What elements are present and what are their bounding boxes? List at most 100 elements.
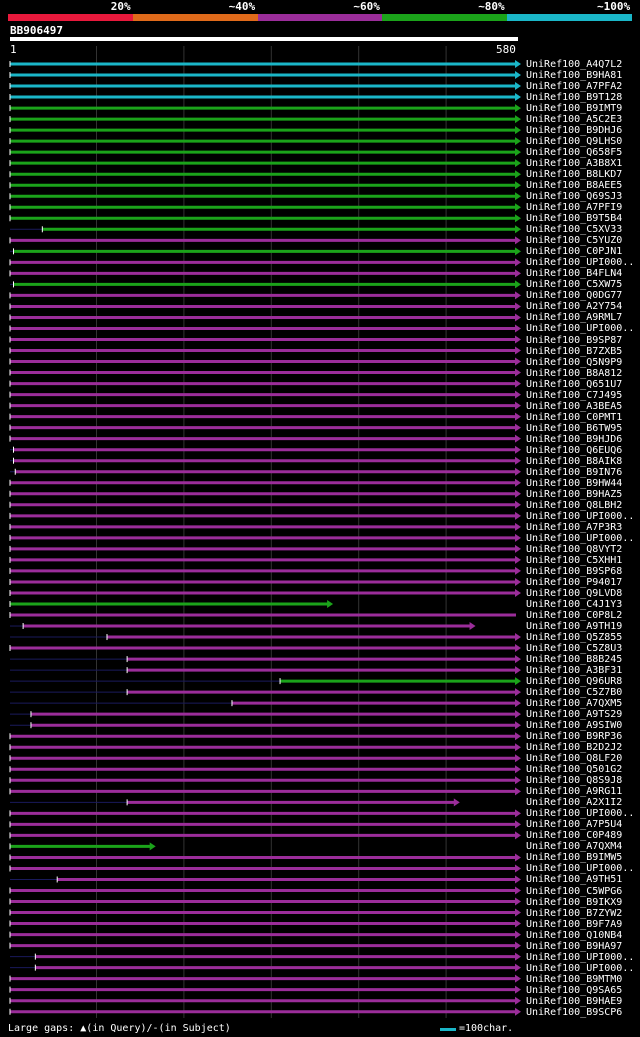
hit-arrow-icon: [515, 787, 521, 796]
hit-label[interactable]: UniRef100_Q8LBH2: [526, 499, 623, 511]
hit-label[interactable]: UniRef100_Q96UR8: [526, 676, 623, 688]
hit-label[interactable]: UniRef100_A9TS29: [526, 709, 623, 721]
hit-label[interactable]: UniRef100_B9HA81: [526, 70, 623, 82]
hit-arrow-icon: [515, 302, 521, 311]
hit-label[interactable]: UniRef100_UPI000..: [526, 323, 635, 335]
hit-label[interactable]: UniRef100_A7QXM5: [526, 698, 623, 710]
hit-label[interactable]: UniRef100_C0P8L2: [526, 610, 623, 621]
hit-arrow-icon: [515, 875, 521, 884]
hit-label[interactable]: UniRef100_A7QXM4: [526, 841, 623, 853]
hit-label[interactable]: UniRef100_A9RML7: [526, 312, 623, 324]
hit-label[interactable]: UniRef100_B4FLN4: [526, 268, 623, 280]
hit-label[interactable]: UniRef100_A3BEA5: [526, 400, 623, 412]
hit-label[interactable]: UniRef100_B9MTM0: [526, 973, 623, 985]
hit-arrow-icon: [515, 853, 521, 862]
hit-label[interactable]: UniRef100_C0P489: [526, 830, 623, 842]
hit-label[interactable]: UniRef100_A9TH51: [526, 874, 623, 886]
hit-label[interactable]: UniRef100_C5YUZ0: [526, 235, 623, 247]
hit-label[interactable]: UniRef100_A2X1I2: [526, 797, 623, 809]
hit-label[interactable]: UniRef100_Q0DG77: [526, 290, 623, 302]
hit-label[interactable]: UniRef100_UPI000..: [526, 863, 635, 875]
hit-label[interactable]: UniRef100_B8AEE5: [526, 180, 623, 192]
hit-label[interactable]: UniRef100_B9HW44: [526, 477, 623, 489]
hit-label[interactable]: UniRef100_UPI000..: [526, 510, 635, 522]
hit-label[interactable]: UniRef100_C5XHH1: [526, 554, 623, 566]
hit-label[interactable]: UniRef100_A9TH19: [526, 621, 623, 633]
hit-label[interactable]: UniRef100_B9HAZ5: [526, 488, 623, 500]
hit-label[interactable]: UniRef100_A9SIW0: [526, 720, 623, 732]
hit-label[interactable]: UniRef100_Q8LF20: [526, 753, 623, 765]
hit-label[interactable]: UniRef100_B9T128: [526, 92, 623, 104]
hit-label[interactable]: UniRef100_A2Y754: [526, 301, 623, 313]
legend-swatch: [382, 14, 508, 21]
hit-label[interactable]: UniRef100_A7PFI9: [526, 202, 623, 214]
hit-arrow-icon: [515, 126, 521, 135]
hit-label[interactable]: UniRef100_C5WPG6: [526, 885, 623, 897]
hit-label[interactable]: UniRef100_A3B8X1: [526, 158, 623, 170]
hit-label[interactable]: UniRef100_B9F7A9: [526, 918, 623, 930]
hit-label[interactable]: UniRef100_C7J495: [526, 389, 623, 401]
hit-label[interactable]: UniRef100_UPI000..: [526, 808, 635, 820]
hit-label[interactable]: UniRef100_B9HA97: [526, 940, 623, 952]
hit-arrow-icon: [515, 963, 521, 972]
hit-label[interactable]: UniRef100_Q9SA65: [526, 984, 623, 996]
hit-label[interactable]: UniRef100_A5C2E3: [526, 114, 623, 126]
hit-label[interactable]: UniRef100_UPI000..: [526, 532, 635, 544]
hit-label[interactable]: UniRef100_B9DHJ6: [526, 125, 623, 137]
hit-label[interactable]: UniRef100_A7P5U4: [526, 819, 623, 831]
hit-label[interactable]: UniRef100_B9SCP6: [526, 1006, 623, 1018]
hit-label[interactable]: UniRef100_Q658F5: [526, 147, 623, 159]
hit-label[interactable]: UniRef100_Q69SJ3: [526, 191, 623, 203]
hit-label[interactable]: UniRef100_C4J1Y3: [526, 598, 623, 610]
hit-label[interactable]: UniRef100_B9SP87: [526, 334, 623, 346]
hit-label[interactable]: UniRef100_C5Z8U3: [526, 643, 623, 655]
hit-label[interactable]: UniRef100_A3BF31: [526, 665, 623, 677]
hit-label[interactable]: UniRef100_P94017: [526, 576, 623, 588]
hit-label[interactable]: UniRef100_Q6EUQ6: [526, 444, 623, 456]
hit-label[interactable]: UniRef100_Q10NB4: [526, 929, 623, 941]
hit-label[interactable]: UniRef100_B9T5B4: [526, 213, 623, 225]
hit-label[interactable]: UniRef100_B8LKD7: [526, 169, 623, 181]
hit-label[interactable]: UniRef100_Q9LVD8: [526, 587, 623, 599]
hit-label[interactable]: UniRef100_B6TW95: [526, 422, 623, 434]
hit-label[interactable]: UniRef100_B7ZYW2: [526, 907, 623, 919]
hit-label[interactable]: UniRef100_C5XW75: [526, 279, 623, 291]
hit-label[interactable]: UniRef100_UPI000..: [526, 257, 635, 269]
hit-label[interactable]: UniRef100_B9SP68: [526, 565, 623, 577]
hit-label[interactable]: UniRef100_C0PMT1: [526, 411, 623, 423]
hit-label[interactable]: UniRef100_B7ZXB5: [526, 345, 623, 357]
hit-label[interactable]: UniRef100_B2D2J2: [526, 742, 623, 754]
hit-label[interactable]: UniRef100_UPI000..: [526, 962, 635, 974]
hit-label[interactable]: UniRef100_B9HAE9: [526, 995, 623, 1007]
hit-arrow-icon: [515, 930, 521, 939]
hit-label[interactable]: UniRef100_B9RP36: [526, 731, 623, 743]
hit-label[interactable]: UniRef100_A9RG11: [526, 786, 623, 798]
hit-label[interactable]: UniRef100_Q5Z855: [526, 632, 623, 644]
hit-label[interactable]: UniRef100_B8A812: [526, 367, 623, 379]
hit-label[interactable]: UniRef100_C5Z7B0: [526, 687, 623, 699]
hit-arrow-icon: [515, 1007, 521, 1016]
hit-label[interactable]: UniRef100_A7PFA2: [526, 81, 623, 93]
hit-label[interactable]: UniRef100_B8B245: [526, 654, 623, 666]
hit-label[interactable]: UniRef100_B9IKX9: [526, 896, 623, 908]
hit-label[interactable]: UniRef100_A4Q7L2: [526, 59, 623, 70]
hit-arrow-icon: [515, 710, 521, 719]
hit-label[interactable]: UniRef100_Q651U7: [526, 378, 623, 390]
hit-arrow-icon: [515, 897, 521, 906]
hit-label[interactable]: UniRef100_B8AIK8: [526, 455, 623, 467]
hit-label[interactable]: UniRef100_Q5N9P9: [526, 356, 623, 368]
hit-label[interactable]: UniRef100_C0PJN1: [526, 246, 623, 258]
hit-label[interactable]: UniRef100_Q9LHS0: [526, 136, 623, 148]
hit-label[interactable]: UniRef100_A7P3R3: [526, 521, 623, 533]
hit-label[interactable]: UniRef100_UPI000..: [526, 951, 635, 963]
hit-label[interactable]: UniRef100_Q8S9J8: [526, 775, 623, 787]
hit-arrow-icon: [515, 655, 521, 664]
hit-label[interactable]: UniRef100_Q501G2: [526, 764, 623, 776]
hit-label[interactable]: UniRef100_B9IMW5: [526, 852, 623, 864]
hit-label[interactable]: UniRef100_Q8VYT2: [526, 543, 623, 555]
hit-label[interactable]: UniRef100_B9HJD6: [526, 433, 623, 445]
hit-label[interactable]: UniRef100_B9IMT9: [526, 103, 623, 115]
hit-label[interactable]: UniRef100_C5XV33: [526, 224, 623, 236]
hit-label[interactable]: UniRef100_B9IN76: [526, 466, 623, 478]
hit-arrow-icon: [149, 842, 156, 851]
